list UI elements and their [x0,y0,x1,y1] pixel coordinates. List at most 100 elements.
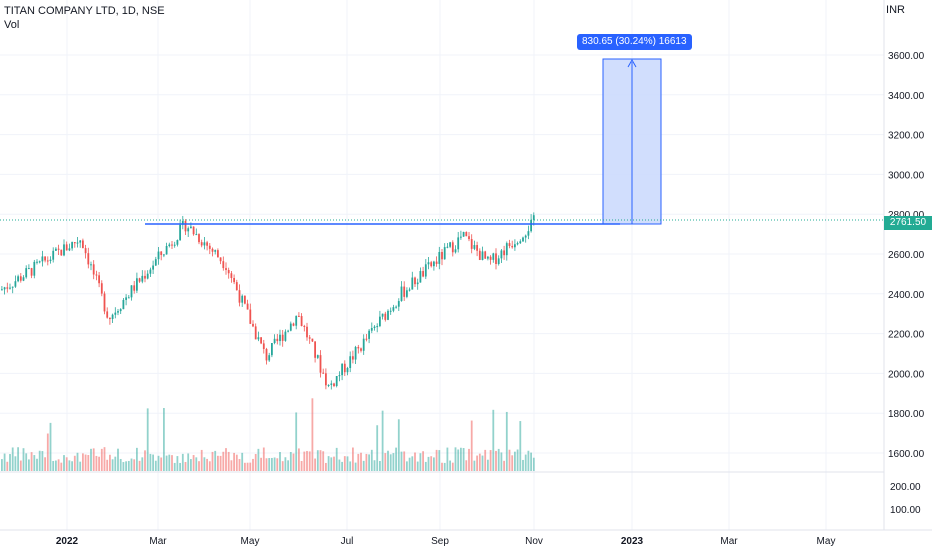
volume-bar [84,454,87,471]
candle-body [511,246,514,248]
volume-bar [146,408,149,471]
candle-body [125,297,127,300]
candle-body [522,237,524,242]
volume-bar [214,450,217,471]
volume-bar [235,454,238,471]
volume-bar [416,461,419,471]
volume-bar [257,448,260,471]
symbol-title[interactable]: TITAN COMPANY LTD, 1D, NSE [4,5,165,17]
time-tick-label: 2022 [56,536,79,547]
volume-bar [389,454,392,471]
candle-body [249,309,252,324]
candle-body [500,250,503,259]
candle-body [133,285,136,291]
candle-body [211,248,214,252]
time-axis[interactable]: 2022 Mar May Jul Sep Nov 2023 Mar May [56,536,836,547]
volume-bar [19,460,22,471]
volume-bar [217,455,219,471]
volume-bar [111,459,114,471]
volume-bar [449,460,451,471]
candle-body [478,250,481,260]
volume-bar [484,449,487,471]
time-tick-label: Nov [525,536,543,547]
candle-body [38,261,41,263]
volume-bar [195,457,198,471]
volume-bar [163,408,165,471]
volume-bar [414,452,416,471]
candle-body [397,301,400,307]
candle-body [60,249,63,256]
volume-bar [522,459,524,471]
volume-bar [136,447,138,471]
volume-bar [346,456,349,471]
candle-body [370,328,373,331]
volume-bar [376,425,379,471]
volume-bar [52,460,55,471]
volume-bar [249,462,252,471]
candle-body [49,259,52,261]
candle-body [171,244,173,246]
candle-body [57,248,60,250]
price-tick-label: 3200.00 [888,131,925,142]
price-tick-label: 3000.00 [888,170,925,181]
candle-body [300,316,303,326]
candle-body [111,314,114,320]
time-tick-label: May [241,536,260,547]
volume-bar [63,455,65,471]
volume-bar [530,452,532,471]
candle-body [106,311,109,318]
volume-bar [298,448,300,471]
candle-body [160,251,163,255]
volume-bar [400,451,403,471]
candle-body [343,363,346,373]
volume-bar [446,447,449,471]
candle-body [376,326,379,328]
candle-body [303,325,306,327]
volume-bar [489,450,492,471]
candle-body [316,355,319,358]
volume-bar [384,453,387,471]
candle-body [73,242,76,244]
volume-bar [11,447,14,471]
volume-bar [319,450,322,471]
volume-bar [365,453,368,471]
volume-bar [314,458,316,471]
volume-bar [295,412,298,471]
volume-bar [171,455,173,471]
volume-bar [306,450,308,471]
candle-body [82,240,84,249]
candle-body [373,326,376,329]
price-candles [1,212,535,390]
volume-bar [443,462,446,471]
volume-bar [333,456,335,471]
volume-bar [441,462,443,471]
volume-bar [478,453,481,471]
candle-body [333,383,335,387]
measure-tool-label[interactable]: 830.65 (30.24%) 16613 [577,34,692,50]
volume-bar [454,447,457,471]
candle-body [235,282,238,291]
volume-bar [492,409,495,471]
volume-bar [28,459,30,471]
volume-bar [360,452,362,471]
candle-body [414,277,416,285]
volume-bar [338,459,341,471]
volume-bar [138,460,141,471]
candle-body [416,282,419,285]
volume-bar [184,461,187,471]
candle-body [208,245,211,249]
price-axis[interactable]: 3600.00 3400.00 3200.00 3000.00 2800.00 2600.… [888,51,925,460]
candle-body [424,264,427,277]
volume-indicator-label[interactable]: Vol [4,19,20,31]
candle-body [225,268,227,270]
candle-body [327,384,330,386]
candle-body [389,310,392,312]
price-tick-label: 2600.00 [888,250,925,261]
volume-bar [44,457,46,471]
candle-body [365,338,368,340]
volume-bars [1,398,535,471]
volume-axis: 200.00 100.00 [890,482,921,516]
volume-bar [71,461,73,471]
price-tick-label: 1800.00 [888,409,925,420]
